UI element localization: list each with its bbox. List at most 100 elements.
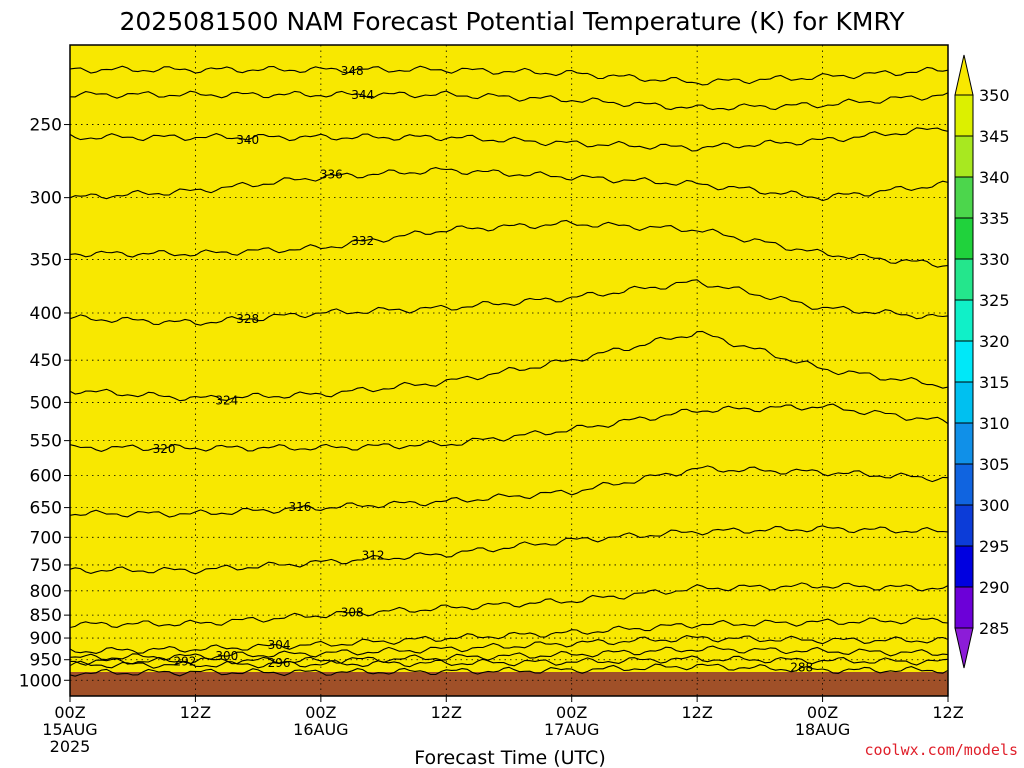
x-tick-label: 12Z <box>180 703 211 722</box>
contour-labels: 288 292 296 300 304 308 312 316 320 324 328 332 336 3… <box>153 64 814 675</box>
colorbar-segment <box>954 586 974 629</box>
contour-label-344: 344 <box>351 88 374 102</box>
colorbar-segment <box>954 135 974 178</box>
x-tick-label: 00Z <box>54 703 85 722</box>
y-tick-label: 900 <box>30 629 62 649</box>
y-tick-label: 300 <box>30 189 62 209</box>
colorbar-segment <box>954 422 974 465</box>
contour-label-292: 292 <box>174 654 197 668</box>
x-tick-label: 00Z <box>807 703 838 722</box>
colorbar-segment <box>954 176 974 219</box>
x-tick-label: 18AUG <box>795 720 850 739</box>
colorbar-label: 320 <box>979 332 1010 351</box>
plot-frame <box>69 44 949 697</box>
colorbar-segment <box>954 463 974 506</box>
colorbar-label: 315 <box>979 373 1010 392</box>
x-tick-label: 15AUG <box>42 720 97 739</box>
y-tick-label: 350 <box>30 250 62 270</box>
x-tick-label: 12Z <box>431 703 462 722</box>
contour-label-308: 308 <box>341 605 364 619</box>
x-tick-label: 17AUG <box>544 720 599 739</box>
contour-label-288: 288 <box>790 661 813 675</box>
filled-bands <box>70 51 948 696</box>
y-tick-label: 600 <box>30 467 62 487</box>
x-tick-label: 00Z <box>305 703 336 722</box>
x-tick-label: 12Z <box>932 703 963 722</box>
colorbar-label: 285 <box>979 619 1010 638</box>
colorbar-label: 300 <box>979 496 1010 515</box>
colorbar-label: 325 <box>979 291 1010 310</box>
y-tick-label: 400 <box>30 304 62 324</box>
contour-line-328 <box>70 279 948 326</box>
x-axis-label: Forecast Time (UTC) <box>414 747 605 768</box>
contour-line-348 <box>70 65 948 86</box>
contour-lines <box>70 65 948 677</box>
colorbar-label: 340 <box>979 168 1010 187</box>
y-tick-label: 650 <box>30 499 62 519</box>
plot-area: 288 292 296 300 304 308 312 316 320 324 328 332 336 3… <box>69 44 949 697</box>
colorbar-label: 290 <box>979 578 1010 597</box>
contour-line-300 <box>70 635 948 661</box>
y-tick-label: 700 <box>30 528 62 548</box>
contour-line-308 <box>70 582 948 629</box>
contour-label-296: 296 <box>268 656 291 670</box>
contour-label-300: 300 <box>215 649 238 663</box>
contour-line-288 <box>70 663 948 677</box>
colorbar-segment <box>954 299 974 342</box>
contour-label-336: 336 <box>320 168 343 182</box>
contour-line-296 <box>70 645 948 666</box>
y-tick-label: 1000 <box>19 671 62 691</box>
contour-line-304 <box>70 617 948 654</box>
x-tick-label: 00Z <box>556 703 587 722</box>
contour-line-320 <box>70 403 948 452</box>
x-tick-label: 2025 <box>50 737 91 756</box>
contour-label-340: 340 <box>236 133 259 147</box>
colorbar-top-arrow <box>954 54 974 96</box>
contour-label-348: 348 <box>341 64 364 78</box>
contour-label-328: 328 <box>236 312 259 326</box>
y-tick-label: 800 <box>30 582 62 602</box>
y-tick-label: 500 <box>30 393 62 413</box>
y-tick-label: 850 <box>30 606 62 626</box>
x-tick-label: 12Z <box>681 703 712 722</box>
contour-line-332 <box>70 219 948 268</box>
colorbar-label: 295 <box>979 537 1010 556</box>
contour-line-336 <box>70 167 948 202</box>
y-axis-ticks: 250 300 350 400 450 500 550 600 650 700 750 800 850 9… <box>19 116 70 691</box>
contour-label-304: 304 <box>268 638 291 652</box>
colorbar-segment <box>954 504 974 547</box>
colorbar-segment <box>954 258 974 301</box>
fill-band <box>70 51 948 696</box>
colorbar: 350 345 340 335 330 325 320 315 310 305 300 295 290 2… <box>954 54 1010 669</box>
colorbar-label: 345 <box>979 127 1010 146</box>
contour-label-324: 324 <box>215 393 238 407</box>
contour-line-340 <box>70 127 948 152</box>
colorbar-segment <box>954 381 974 424</box>
ground-terrain <box>70 672 948 696</box>
colorbar-label: 350 <box>979 86 1010 105</box>
contour-label-332: 332 <box>351 234 374 248</box>
colorbar-segment <box>954 545 974 588</box>
contour-line-292 <box>70 655 948 669</box>
contour-line-316 <box>70 465 948 518</box>
colorbar-segment <box>954 217 974 260</box>
x-tick-label: 16AUG <box>293 720 348 739</box>
colorbar-label: 310 <box>979 414 1010 433</box>
colorbar-segment <box>954 94 974 137</box>
colorbar-label: 305 <box>979 455 1010 474</box>
y-tick-label: 950 <box>30 651 62 671</box>
contour-label-312: 312 <box>362 549 385 563</box>
colorbar-segment <box>954 340 974 383</box>
y-tick-label: 450 <box>30 351 62 371</box>
colorbar-label: 335 <box>979 209 1010 228</box>
credit-link[interactable]: coolwx.com/models <box>864 741 1018 759</box>
colorbar-bottom-arrow <box>954 627 974 669</box>
contour-label-316: 316 <box>288 500 311 514</box>
contour-line-312 <box>70 525 948 575</box>
contour-line-324 <box>70 330 948 402</box>
contour-line-344 <box>70 90 948 111</box>
y-tick-label: 750 <box>30 556 62 576</box>
y-tick-label: 550 <box>30 432 62 452</box>
